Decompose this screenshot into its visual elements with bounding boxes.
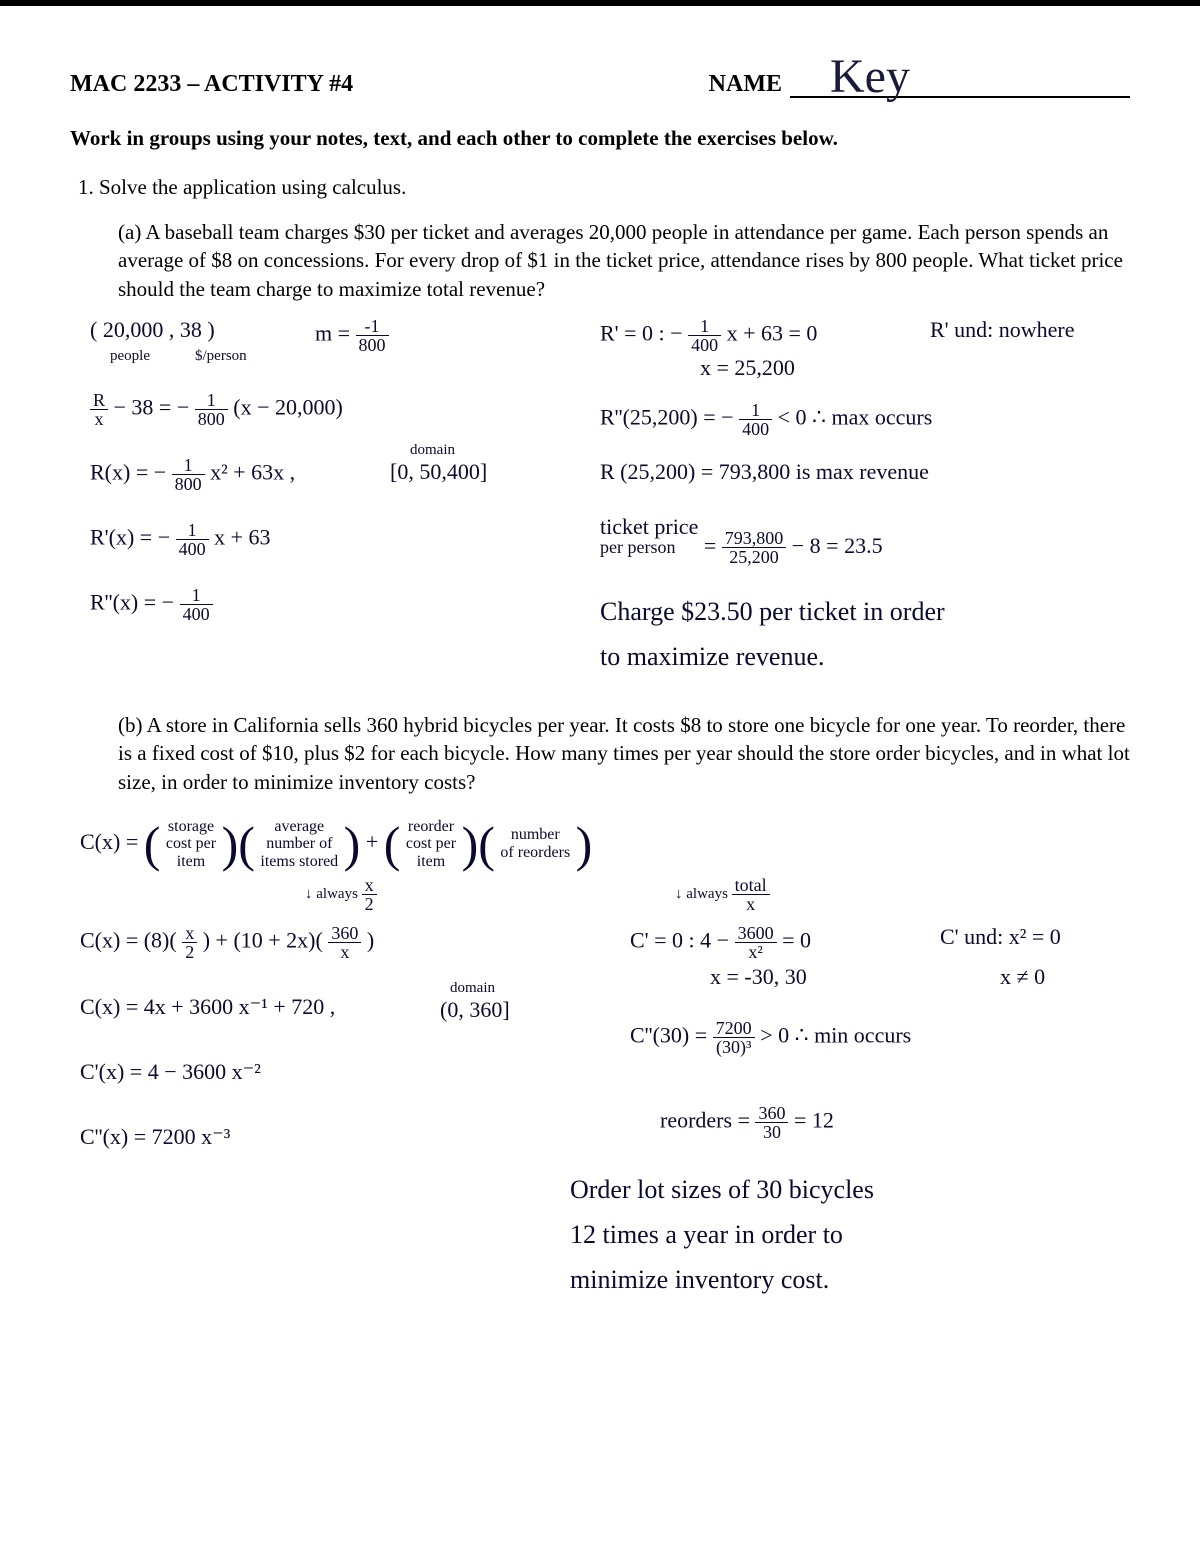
hw-a-R: R(x) = − 1800 x² + 63x , <box>90 456 295 493</box>
hw-b-dom: (0, 360] <box>440 997 510 1023</box>
course-title: MAC 2233 – ACTIVITY #4 <box>70 71 353 98</box>
hw-a-ans2: to maximize revenue. <box>600 641 825 672</box>
hw-b-ans1: Order lot sizes of 30 bicycles <box>570 1174 874 1205</box>
hw-b-und: C' und: x² = 0 <box>940 924 1061 950</box>
hw-b-ans2: 12 times a year in order to <box>570 1219 843 1250</box>
hw-a-people: people <box>110 347 150 365</box>
name-label: NAME <box>709 71 782 98</box>
hw-a-xval: x = 25,200 <box>700 355 795 381</box>
hw-b-Cpp: C''(x) = 7200 x⁻³ <box>80 1124 230 1150</box>
hw-b-formula: C(x) = ( storagecost peritem )( averagen… <box>80 814 592 874</box>
problem-1a: (a) A baseball team charges $30 per tick… <box>118 218 1130 303</box>
hw-b-dom-lbl: domain <box>450 979 495 997</box>
name-block: NAME Key <box>709 66 1130 98</box>
name-line: Key <box>790 66 1130 98</box>
hw-a-second: R''(25,200) = − 1400 < 0 ∴ max occurs <box>600 401 932 438</box>
hw-a-domain: [0, 50,400] <box>390 459 487 485</box>
hw-b-Cexp: C(x) = 4x + 3600 x⁻¹ + 720 , <box>80 994 335 1020</box>
hw-b-second: C''(30) = 7200(30)³ > 0 ∴ min occurs <box>630 1019 911 1056</box>
hw-b-reorders: reorders = 36030 = 12 <box>660 1104 834 1141</box>
hw-a-maxrev: R (25,200) = 793,800 is max revenue <box>600 459 929 485</box>
problem-1b: (b) A store in California sells 360 hybr… <box>118 711 1130 796</box>
name-value: Key <box>830 49 910 104</box>
hw-a-slope: m = -1800 <box>315 317 389 354</box>
instructions: Work in groups using your notes, text, a… <box>70 126 1130 151</box>
hw-b-crit: C' = 0 : 4 − 3600x² = 0 <box>630 924 811 961</box>
problem-1a-label: (a) <box>118 220 141 244</box>
hw-b-xne: x ≠ 0 <box>1000 964 1045 990</box>
hw-a-perperson: $/person <box>195 347 247 365</box>
hw-a-domain-lbl: domain <box>410 441 455 459</box>
problem-1b-label: (b) <box>118 713 143 737</box>
hw-b-always2: ↓ always totalx <box>675 876 770 913</box>
hw-a-point: ( 20,000 , 38 ) <box>90 317 215 343</box>
hw-b-Cprime: C'(x) = 4 − 3600 x⁻² <box>80 1059 261 1085</box>
hw-a-ans1: Charge $23.50 per ticket in order <box>600 596 945 627</box>
page-header: MAC 2233 – ACTIVITY #4 NAME Key <box>70 66 1130 98</box>
hw-a-ticket: ticket price per person = 793,80025,200 … <box>600 516 883 566</box>
hw-a-line-eq: Rx − 38 = − 1800 (x − 20,000) <box>90 391 343 428</box>
hw-b-xvals: x = -30, 30 <box>710 964 807 990</box>
problem-1-intro: 1. Solve the application using calculus. <box>78 175 1130 200</box>
hw-a-crit: R' = 0 : − 1400 x + 63 = 0 <box>600 317 817 354</box>
hw-b-C: C(x) = (8)( x2 ) + (10 + 2x)( 360x ) <box>80 924 374 961</box>
hw-b-always1: ↓ always x2 <box>305 876 377 913</box>
hw-b-ans3: minimize inventory cost. <box>570 1264 829 1295</box>
work-area-a: ( 20,000 , 38 ) people $/person m = -180… <box>70 311 1130 711</box>
work-area-b: C(x) = ( storagecost peritem )( averagen… <box>70 804 1130 1344</box>
hw-a-und: R' und: nowhere <box>930 317 1075 343</box>
problem-1a-text: A baseball team charges $30 per ticket a… <box>118 220 1123 301</box>
hw-a-Rprime: R'(x) = − 1400 x + 63 <box>90 521 271 558</box>
hw-a-Rpp: R''(x) = − 1400 <box>90 586 213 623</box>
problem-1b-text: A store in California sells 360 hybrid b… <box>118 713 1130 794</box>
